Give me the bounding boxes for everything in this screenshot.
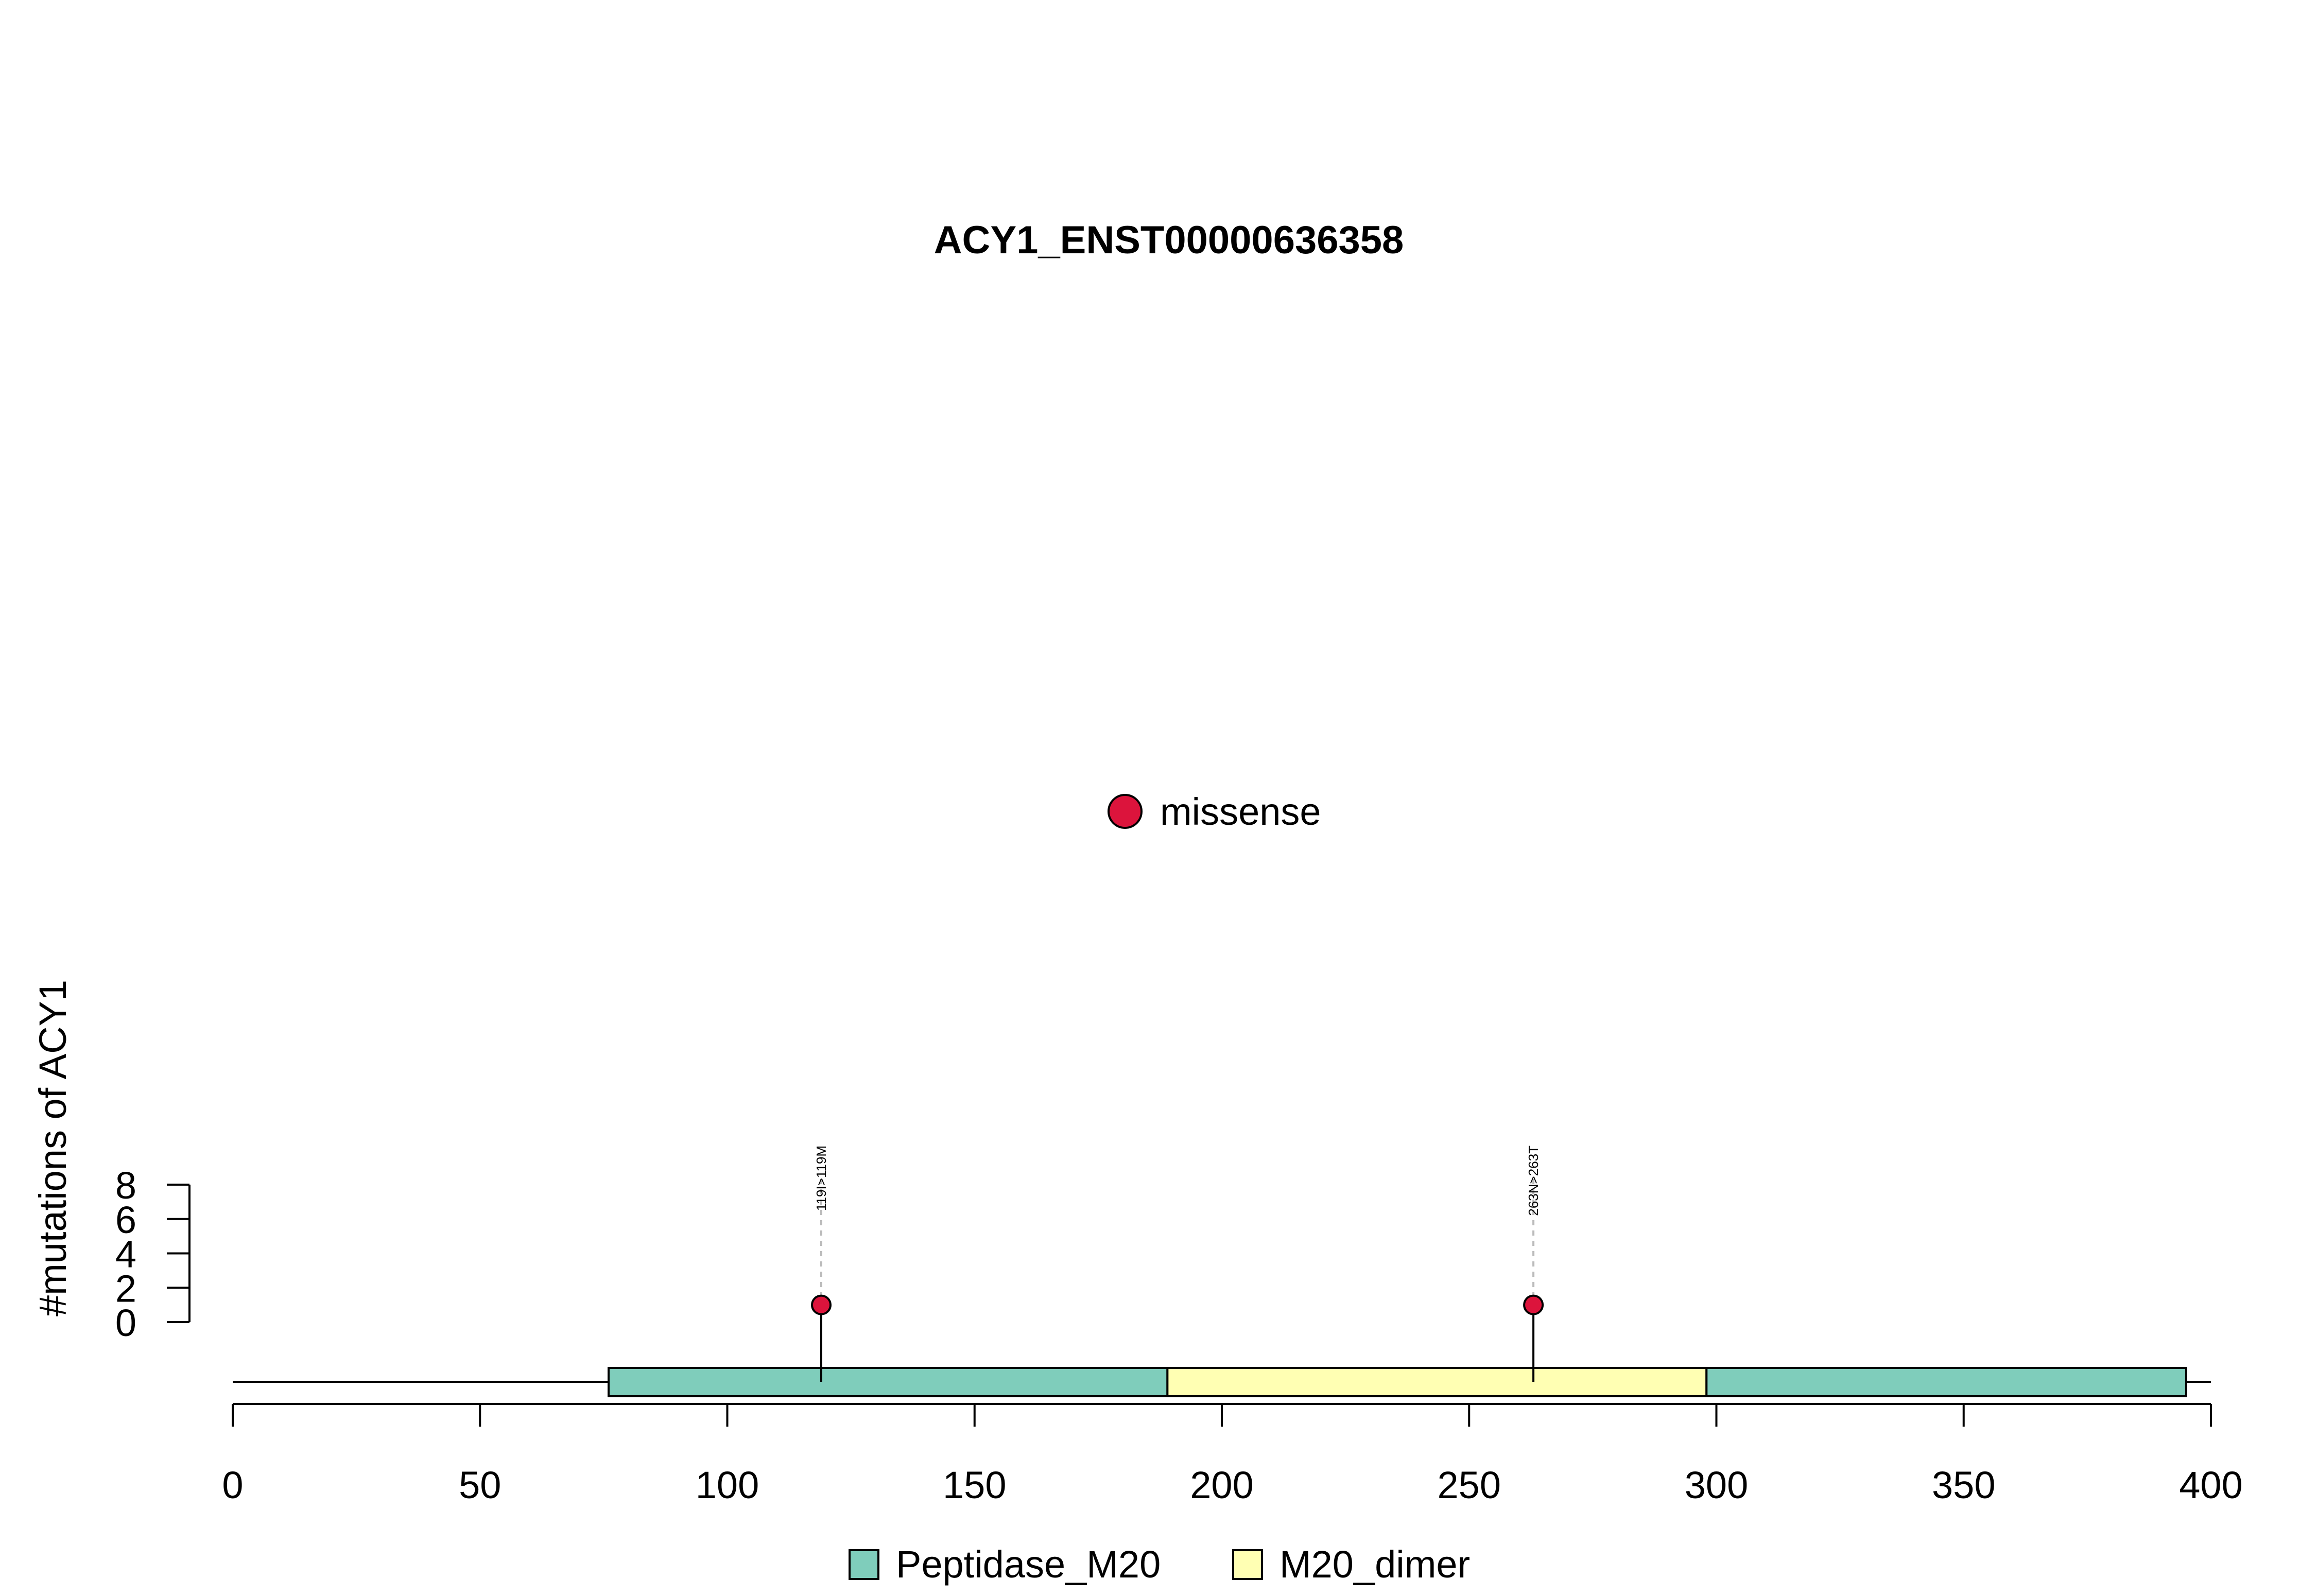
domain-Peptidase_M20-2 [1705, 1367, 2187, 1397]
x-tick-label-150: 150 [943, 1464, 1006, 1506]
mutation-head-0 [810, 1294, 832, 1315]
x-tick-label-300: 300 [1685, 1464, 1748, 1506]
domain-legend-label-Peptidase_M20: Peptidase_M20 [896, 1543, 1161, 1586]
x-tick-label-200: 200 [1190, 1464, 1253, 1506]
domains [607, 1367, 2187, 1397]
legend-marker-missense [1108, 794, 1143, 829]
x-tick-label-250: 250 [1438, 1464, 1501, 1506]
mutation-label-0: 119I>119M [814, 1146, 829, 1211]
y-tick-label-6: 6 [115, 1199, 136, 1241]
domain-M20_dimer-1 [1166, 1367, 1708, 1397]
y-tick-label-2: 2 [115, 1267, 136, 1310]
mutation-head-1 [1523, 1294, 1544, 1315]
mutations: 119I>119M 263N>263T [810, 1146, 1544, 1382]
domain-Peptidase_M20-0 [607, 1367, 1169, 1397]
y-tick-label-8: 8 [115, 1164, 136, 1207]
domain-legend-swatch-M20_dimer [1232, 1549, 1263, 1580]
x-axis: 0 50 100 150 200 250 300 350 400 [222, 1403, 2243, 1506]
x-tick-label-350: 350 [1932, 1464, 1995, 1506]
legend-label-missense: missense [1160, 790, 1321, 833]
y-axis-label: #mutations of ACY1 [31, 980, 74, 1316]
x-tick-label-0: 0 [222, 1464, 243, 1506]
x-tick-label-100: 100 [696, 1464, 759, 1506]
y-tick-label-4: 4 [115, 1233, 136, 1276]
y-tick-label-0: 0 [115, 1302, 136, 1344]
chart-title: ACY1_ENST00000636358 [934, 218, 1404, 262]
domain-legend-swatch-Peptidase_M20 [849, 1549, 879, 1580]
mutation-label-1: 263N>263T [1526, 1146, 1541, 1216]
mutation-legend: missense [1108, 790, 1321, 833]
domain-legend: Peptidase_M20 M20_dimer [849, 1543, 1470, 1586]
x-tick-label-50: 50 [459, 1464, 501, 1506]
x-tick-label-400: 400 [2179, 1464, 2242, 1506]
domain-legend-label-M20_dimer: M20_dimer [1279, 1543, 1470, 1586]
